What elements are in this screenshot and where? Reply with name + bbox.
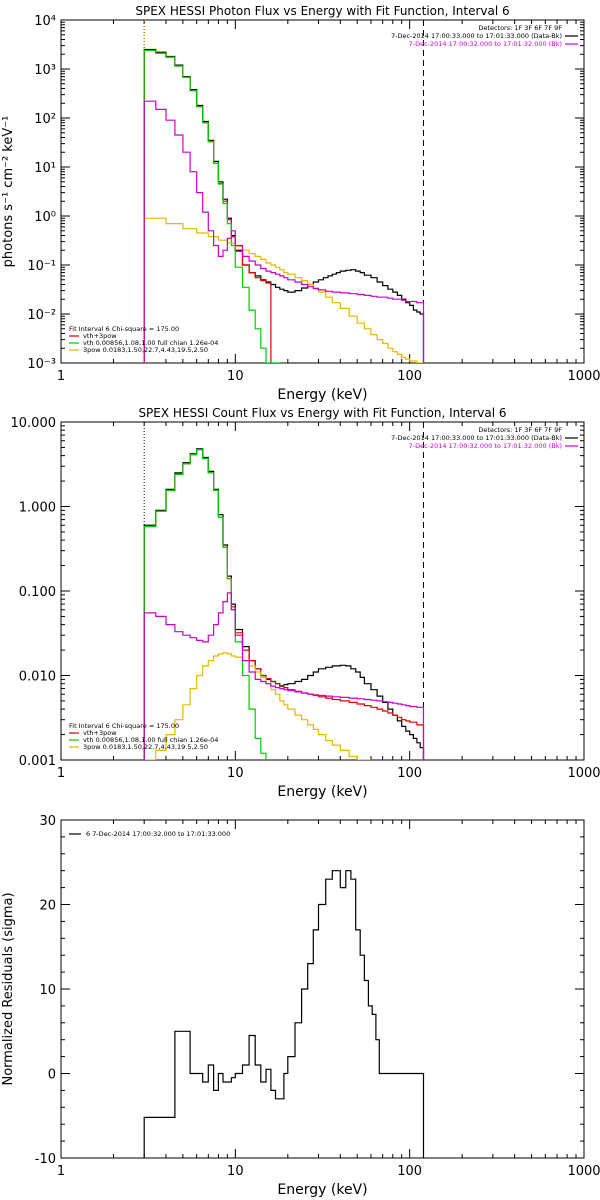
legend-label: vth+3pow — [83, 332, 117, 340]
y-tick-label: -10 — [35, 1152, 56, 1167]
x-tick-label: 1000 — [567, 766, 600, 781]
y-tick-label: 10.000 — [11, 416, 57, 431]
legend-label: vth 0.00856,1.08,1.00 full chian 1.26e-0… — [83, 736, 218, 744]
x-axis-label: Energy (keV) — [277, 1182, 367, 1198]
x-tick-label: 10 — [227, 369, 244, 384]
y-tick-label: 20 — [39, 899, 56, 914]
y-tick-label: 10⁻² — [27, 308, 56, 323]
x-tick-label: 1000 — [567, 369, 600, 384]
chart-panel-1: SPEX HESSI Photon Flux vs Energy with Fi… — [1, 4, 600, 403]
chart-panel-2: SPEX HESSI Count Flux vs Energy with Fit… — [11, 406, 600, 800]
legend-label: 3pow 0.0183,1.50,22.7,4.43,19.5,2.50 — [83, 743, 208, 751]
x-tick-label: 1 — [57, 1164, 65, 1179]
legend-label: vth 0.00856,1.08,1.00 full chian 1.26e-0… — [83, 339, 218, 347]
chart-panel-3: 1 10 100 1000 Energy (keV) -10 0 10 20 30 Normaliz… — [1, 814, 600, 1198]
fit-label: Fit Interval 6 Chi-square = 175.00 — [69, 325, 179, 333]
info-line: Detectors: 1F 3F 6F 7F 9F — [478, 426, 562, 434]
x-tick-label: 1 — [57, 766, 65, 781]
x-tick-label: 1 — [57, 369, 65, 384]
plot-frame — [60, 819, 585, 1159]
x-axis-label: Energy (keV) — [277, 784, 367, 800]
info-line: 7-Dec-2014 17:00:32.000 to 17:01:32.000 … — [409, 442, 562, 450]
y-tick-label: 10⁻¹ — [27, 259, 56, 274]
y-tick-label: 10¹ — [34, 161, 56, 176]
x-tick-label: 100 — [397, 1164, 422, 1179]
x-tick-label: 100 — [397, 766, 422, 781]
y-tick-label: 0.001 — [19, 754, 56, 769]
series-2-line — [143, 449, 425, 760]
series-1-line — [143, 448, 425, 760]
series-1-line — [143, 870, 425, 1158]
y-tick-label: 1.000 — [19, 501, 56, 516]
x-tick-label: 10 — [227, 1164, 244, 1179]
x-tick-label: 100 — [397, 369, 422, 384]
chart-title: SPEX HESSI Photon Flux vs Energy with Fi… — [135, 4, 509, 18]
plot-frame — [60, 421, 585, 761]
y-tick-label: 10 — [39, 983, 56, 998]
y-axis-label: photons s⁻¹ cm⁻² keV⁻¹ — [1, 116, 16, 268]
info-line: Detectors: 1F 3F 6F 7F 9F — [478, 24, 562, 32]
y-tick-label: 0 — [48, 1068, 56, 1083]
y-tick-label: 0.010 — [19, 670, 56, 685]
legend-label: vth+3pow — [83, 729, 117, 737]
series-2-line — [143, 49, 272, 363]
y-axis-label: Normalized Residuals (sigma) — [1, 892, 16, 1085]
y-tick-label: 10⁰ — [34, 210, 56, 225]
series-5-line — [143, 592, 425, 760]
series-5-line — [143, 100, 425, 363]
series-1-line — [143, 48, 425, 363]
y-tick-label: 10⁴ — [34, 14, 56, 29]
x-tick-label: 10 — [227, 766, 244, 781]
legend-label: 3pow 0.0183,1.50,22.7,4.43,19.5,2.50 — [83, 346, 208, 354]
y-tick-label: 0.100 — [19, 585, 56, 600]
x-tick-label: 1000 — [567, 1164, 600, 1179]
info-line: 7-Dec-2014 17:00:33.000 to 17:01:33.000 … — [391, 32, 562, 40]
series-3-line — [143, 49, 280, 363]
info-line: 7-Dec-2014 17:00:33.000 to 17:01:33.000 … — [391, 434, 562, 442]
series-3-line — [143, 449, 267, 760]
legend-label: 6 7-Dec-2014 17:00:32.000 to 17:01:33.00… — [86, 830, 230, 838]
series-4-line — [144, 652, 371, 760]
plot-frame — [60, 19, 585, 364]
x-axis-label: Energy (keV) — [277, 387, 367, 403]
y-tick-label: 10³ — [34, 63, 56, 78]
chart-title: SPEX HESSI Count Flux vs Energy with Fit… — [138, 406, 506, 420]
y-tick-label: 30 — [39, 814, 56, 829]
fit-label: Fit Interval 6 Chi-square = 175.00 — [69, 722, 179, 730]
y-tick-label: 10² — [34, 112, 56, 127]
y-tick-label: 10⁻³ — [27, 357, 56, 372]
info-line: 7-Dec-2014 17:00:32.000 to 17:01:32.000 … — [409, 40, 562, 48]
